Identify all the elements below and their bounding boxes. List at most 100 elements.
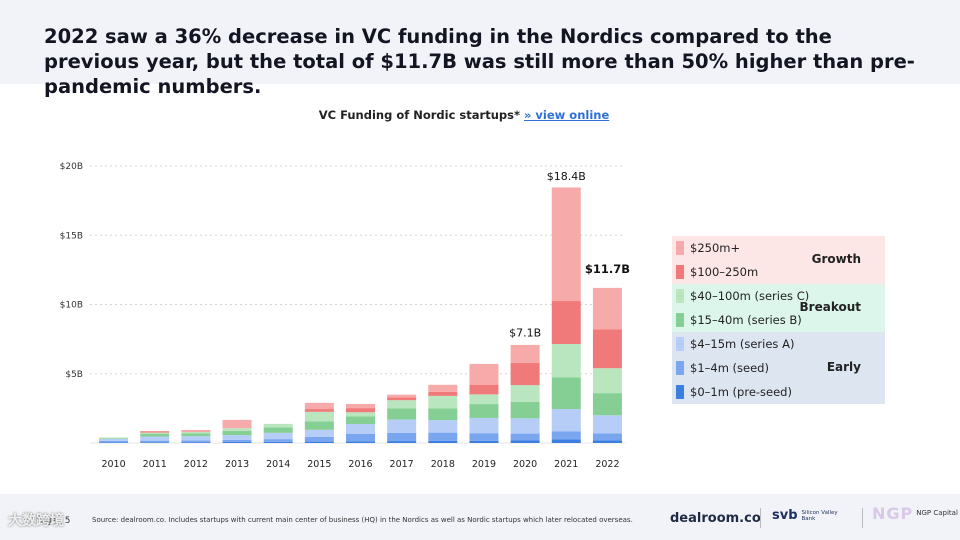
x-tick-label: 2015	[307, 459, 331, 470]
bar-segment	[304, 402, 334, 410]
bar-segment	[181, 440, 211, 443]
footer: Page | 5 Source: dealroom.co. Includes s…	[0, 494, 960, 540]
svb-logo-sub: Silicon Valley Bank	[801, 509, 838, 522]
bar-segment	[469, 433, 499, 441]
legend: $250m+ $100–250m Growth $40–100m (series C)…	[672, 236, 885, 404]
bar-segment	[346, 424, 375, 434]
bar-segment	[551, 187, 581, 302]
bar-segment	[387, 394, 417, 398]
bar-segment	[222, 430, 252, 436]
legend-item: $250m+	[676, 237, 740, 259]
bar-segment	[469, 417, 499, 434]
bar-segment	[263, 439, 293, 442]
svb-logo-mark: svb	[772, 508, 798, 523]
bar-segment	[428, 384, 458, 392]
legend-item-label: $40–100m (series C)	[690, 289, 810, 303]
bar-segment	[592, 440, 622, 443]
bar-segment	[346, 441, 375, 443]
legend-group-label: Early	[826, 360, 861, 374]
bar-segment	[99, 440, 129, 443]
x-tick-label: 2014	[266, 459, 290, 470]
bar-segment	[428, 391, 458, 396]
bar-segment	[140, 432, 170, 434]
legend-item: $4–15m (series A)	[676, 333, 794, 355]
legend-item: $15–40m (series B)	[676, 309, 802, 331]
stacked-bar-chart: $5B $10B $15B $20B 2010 2011 2012 2013 2014 2015 2…	[60, 162, 630, 470]
legend-swatch	[676, 361, 684, 375]
logo-divider	[862, 508, 863, 528]
x-tick-label: 2018	[431, 459, 455, 470]
x-tick-label: 2017	[390, 459, 414, 470]
bar-segment	[222, 439, 252, 443]
bar-segment	[592, 329, 622, 369]
legend-swatch	[676, 265, 684, 279]
view-online-link[interactable]: » view online	[524, 108, 610, 122]
bar-segment	[304, 436, 334, 442]
bar-segment	[181, 442, 211, 443]
chart-title-text: VC Funding of Nordic startups*	[318, 108, 520, 122]
bar-segment	[510, 418, 540, 434]
legend-swatch	[676, 385, 684, 399]
bar-segment	[346, 403, 375, 409]
bar-segment	[99, 442, 129, 443]
legend-swatch	[676, 337, 684, 351]
bar-segment	[551, 431, 581, 440]
bar-segment	[140, 440, 170, 443]
x-tick-label: 2016	[348, 459, 372, 470]
x-tick-label: 2022	[595, 459, 619, 470]
bar-segment	[592, 415, 622, 434]
bar-segment	[263, 423, 293, 428]
bar-segment	[428, 395, 458, 409]
legend-item: $1–4m (seed)	[676, 357, 769, 379]
source-note: Source: dealroom.co. Includes startups w…	[92, 516, 633, 524]
bar-segment	[263, 432, 293, 440]
bar-segment	[222, 419, 252, 429]
bar-segment	[510, 433, 540, 441]
bar-segment	[387, 400, 417, 409]
bar-segment	[99, 438, 129, 439]
bar-segment	[428, 432, 458, 441]
bar-segment	[181, 429, 211, 433]
legend-swatch	[676, 241, 684, 255]
bar-segment	[551, 439, 581, 443]
bar-segment	[592, 393, 622, 416]
bar-segment	[181, 432, 211, 434]
bar-segment	[304, 421, 334, 430]
legend-item-label: $250m+	[690, 241, 741, 255]
legend-swatch	[676, 289, 684, 303]
legend-group-early: $4–15m (series A) $1–4m (seed) $0–1m (pre-…	[672, 332, 885, 404]
bar-segment	[304, 411, 334, 422]
bar-segment	[469, 394, 499, 405]
bar-segment	[592, 287, 622, 330]
bar-segment	[222, 435, 252, 440]
bar-segment	[469, 384, 499, 395]
ngp-logo: NGP NGP Capital	[872, 504, 958, 523]
bar-segment	[346, 408, 375, 413]
bar-segment	[140, 436, 170, 441]
bar-segment	[510, 440, 540, 443]
watermark: 大数跨境	[8, 513, 64, 529]
header-band	[0, 0, 960, 84]
bar-segment	[592, 368, 622, 394]
bar-segment	[428, 408, 458, 421]
headline: 2022 saw a 36% decrease in VC funding in…	[44, 25, 915, 98]
chart-title: VC Funding of Nordic startups* » view on…	[0, 108, 928, 122]
bar-segment	[99, 437, 129, 439]
y-tick-label: $10B	[60, 301, 83, 311]
legend-item-label: $1–4m (seed)	[690, 361, 769, 375]
bar-segment	[592, 433, 622, 441]
bar-segment	[469, 363, 499, 385]
bar-segment	[304, 429, 334, 437]
page-number: Page | 5	[36, 516, 71, 526]
bar-segment	[181, 433, 211, 437]
ngp-logo-mark: NGP	[872, 504, 914, 523]
legend-group-breakout: $40–100m (series C) $15–40m (series B) Bre…	[672, 284, 885, 332]
x-tick-label: 2020	[513, 459, 537, 470]
legend-item-label: $100–250m	[690, 265, 759, 279]
bar-segment	[551, 343, 581, 378]
dealroom-logo: dealroom.co	[670, 511, 761, 526]
legend-item-label: $15–40m (series B)	[690, 313, 802, 327]
bar-segment	[263, 441, 293, 443]
legend-group-growth: $250m+ $100–250m Growth	[672, 236, 885, 284]
bar-segment	[140, 433, 170, 437]
